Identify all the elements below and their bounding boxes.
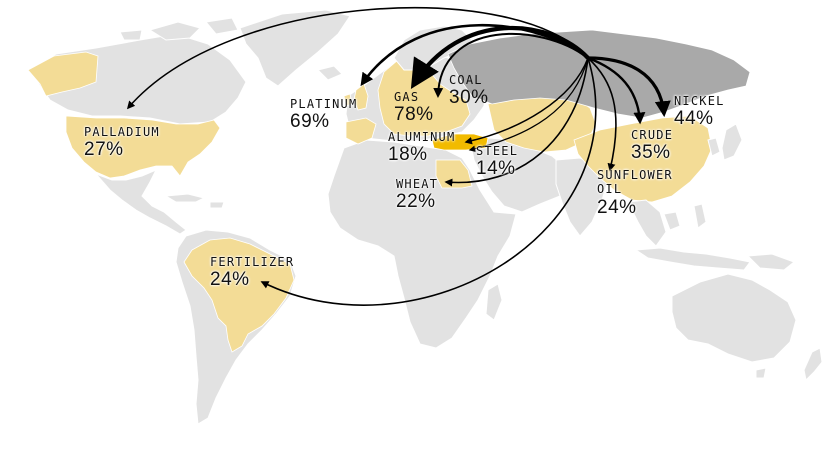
flow-palladium <box>126 6 589 110</box>
steel-name: STEEL <box>476 144 519 158</box>
russia-region <box>447 29 751 119</box>
label-aluminum: ALUMINUM 18% <box>388 131 455 164</box>
flow-crude <box>587 56 646 125</box>
label-platinum: PLATINUM 69% <box>290 98 357 131</box>
crude-name: CRUDE <box>631 128 674 142</box>
usa-highlight <box>65 115 221 179</box>
wheat-name: WHEAT <box>396 177 439 191</box>
australia-land <box>671 273 797 363</box>
coal-pct: 30% <box>449 87 489 108</box>
korea-land <box>707 137 721 157</box>
label-fertilizer: FERTILIZER 24% <box>210 256 294 289</box>
aluminum-pct: 18% <box>388 144 428 165</box>
coal-name: COAL <box>449 73 483 87</box>
southeast-asia-land <box>627 199 681 247</box>
mexico-land <box>95 169 187 235</box>
gas-pct: 78% <box>394 104 434 125</box>
fertilizer-pct: 24% <box>210 269 250 290</box>
flow-wheat <box>444 57 589 187</box>
china-highlight <box>573 115 713 203</box>
tasmania-land <box>755 367 767 379</box>
gas-name: GAS <box>394 90 420 104</box>
label-coal: COAL 30% <box>449 74 489 107</box>
label-wheat: WHEAT 22% <box>396 178 438 211</box>
flow-fertilizer <box>260 57 597 306</box>
fertilizer-name: FERTILIZER <box>210 255 295 269</box>
label-crude: CRUDE 35% <box>631 129 673 162</box>
nickel-name: NICKEL <box>674 94 725 108</box>
platinum-name: PLATINUM <box>290 97 358 111</box>
japan-land <box>721 123 743 161</box>
flow-coal <box>433 32 589 98</box>
sunflower-oil-name: SUNFLOWER OIL <box>597 168 673 196</box>
crude-pct: 35% <box>631 142 671 163</box>
flow-nickel <box>587 56 671 118</box>
arctic-islands-land <box>119 17 239 41</box>
flow-sunflower-oil <box>587 57 617 172</box>
palladium-pct: 27% <box>84 139 124 160</box>
ireland-highlight <box>343 93 353 107</box>
new-guinea-land <box>746 253 796 271</box>
greenland-land <box>239 9 351 87</box>
new-zealand-land <box>803 347 823 382</box>
caribbean-land <box>164 193 225 209</box>
wheat-pct: 22% <box>396 191 436 212</box>
sunflower-oil-pct: 24% <box>597 197 637 218</box>
label-nickel: NICKEL 44% <box>674 95 725 128</box>
philippines-land <box>693 203 707 229</box>
platinum-pct: 69% <box>290 111 330 132</box>
palladium-name: PALLADIUM <box>84 125 160 139</box>
nickel-pct: 44% <box>674 108 714 129</box>
flow-gas <box>410 25 590 89</box>
steel-pct: 14% <box>476 158 516 179</box>
iceland-land <box>317 65 343 81</box>
flow-steel <box>468 57 589 152</box>
label-steel: STEEL 14% <box>476 145 518 178</box>
iberia-highlight <box>345 117 377 145</box>
madagascar-land <box>485 283 503 321</box>
trade-flows <box>126 6 671 306</box>
brazil-highlight <box>183 237 295 353</box>
flow-aluminum <box>464 57 589 145</box>
indonesia-land <box>634 247 751 271</box>
africa-land <box>327 139 517 349</box>
label-palladium: PALLADIUM 27% <box>84 126 160 159</box>
label-sunflower-oil: SUNFLOWER OIL 24% <box>597 168 693 217</box>
alaska-highlight <box>27 51 99 97</box>
label-gas: GAS 78% <box>394 91 434 124</box>
aluminum-name: ALUMINUM <box>388 130 456 144</box>
